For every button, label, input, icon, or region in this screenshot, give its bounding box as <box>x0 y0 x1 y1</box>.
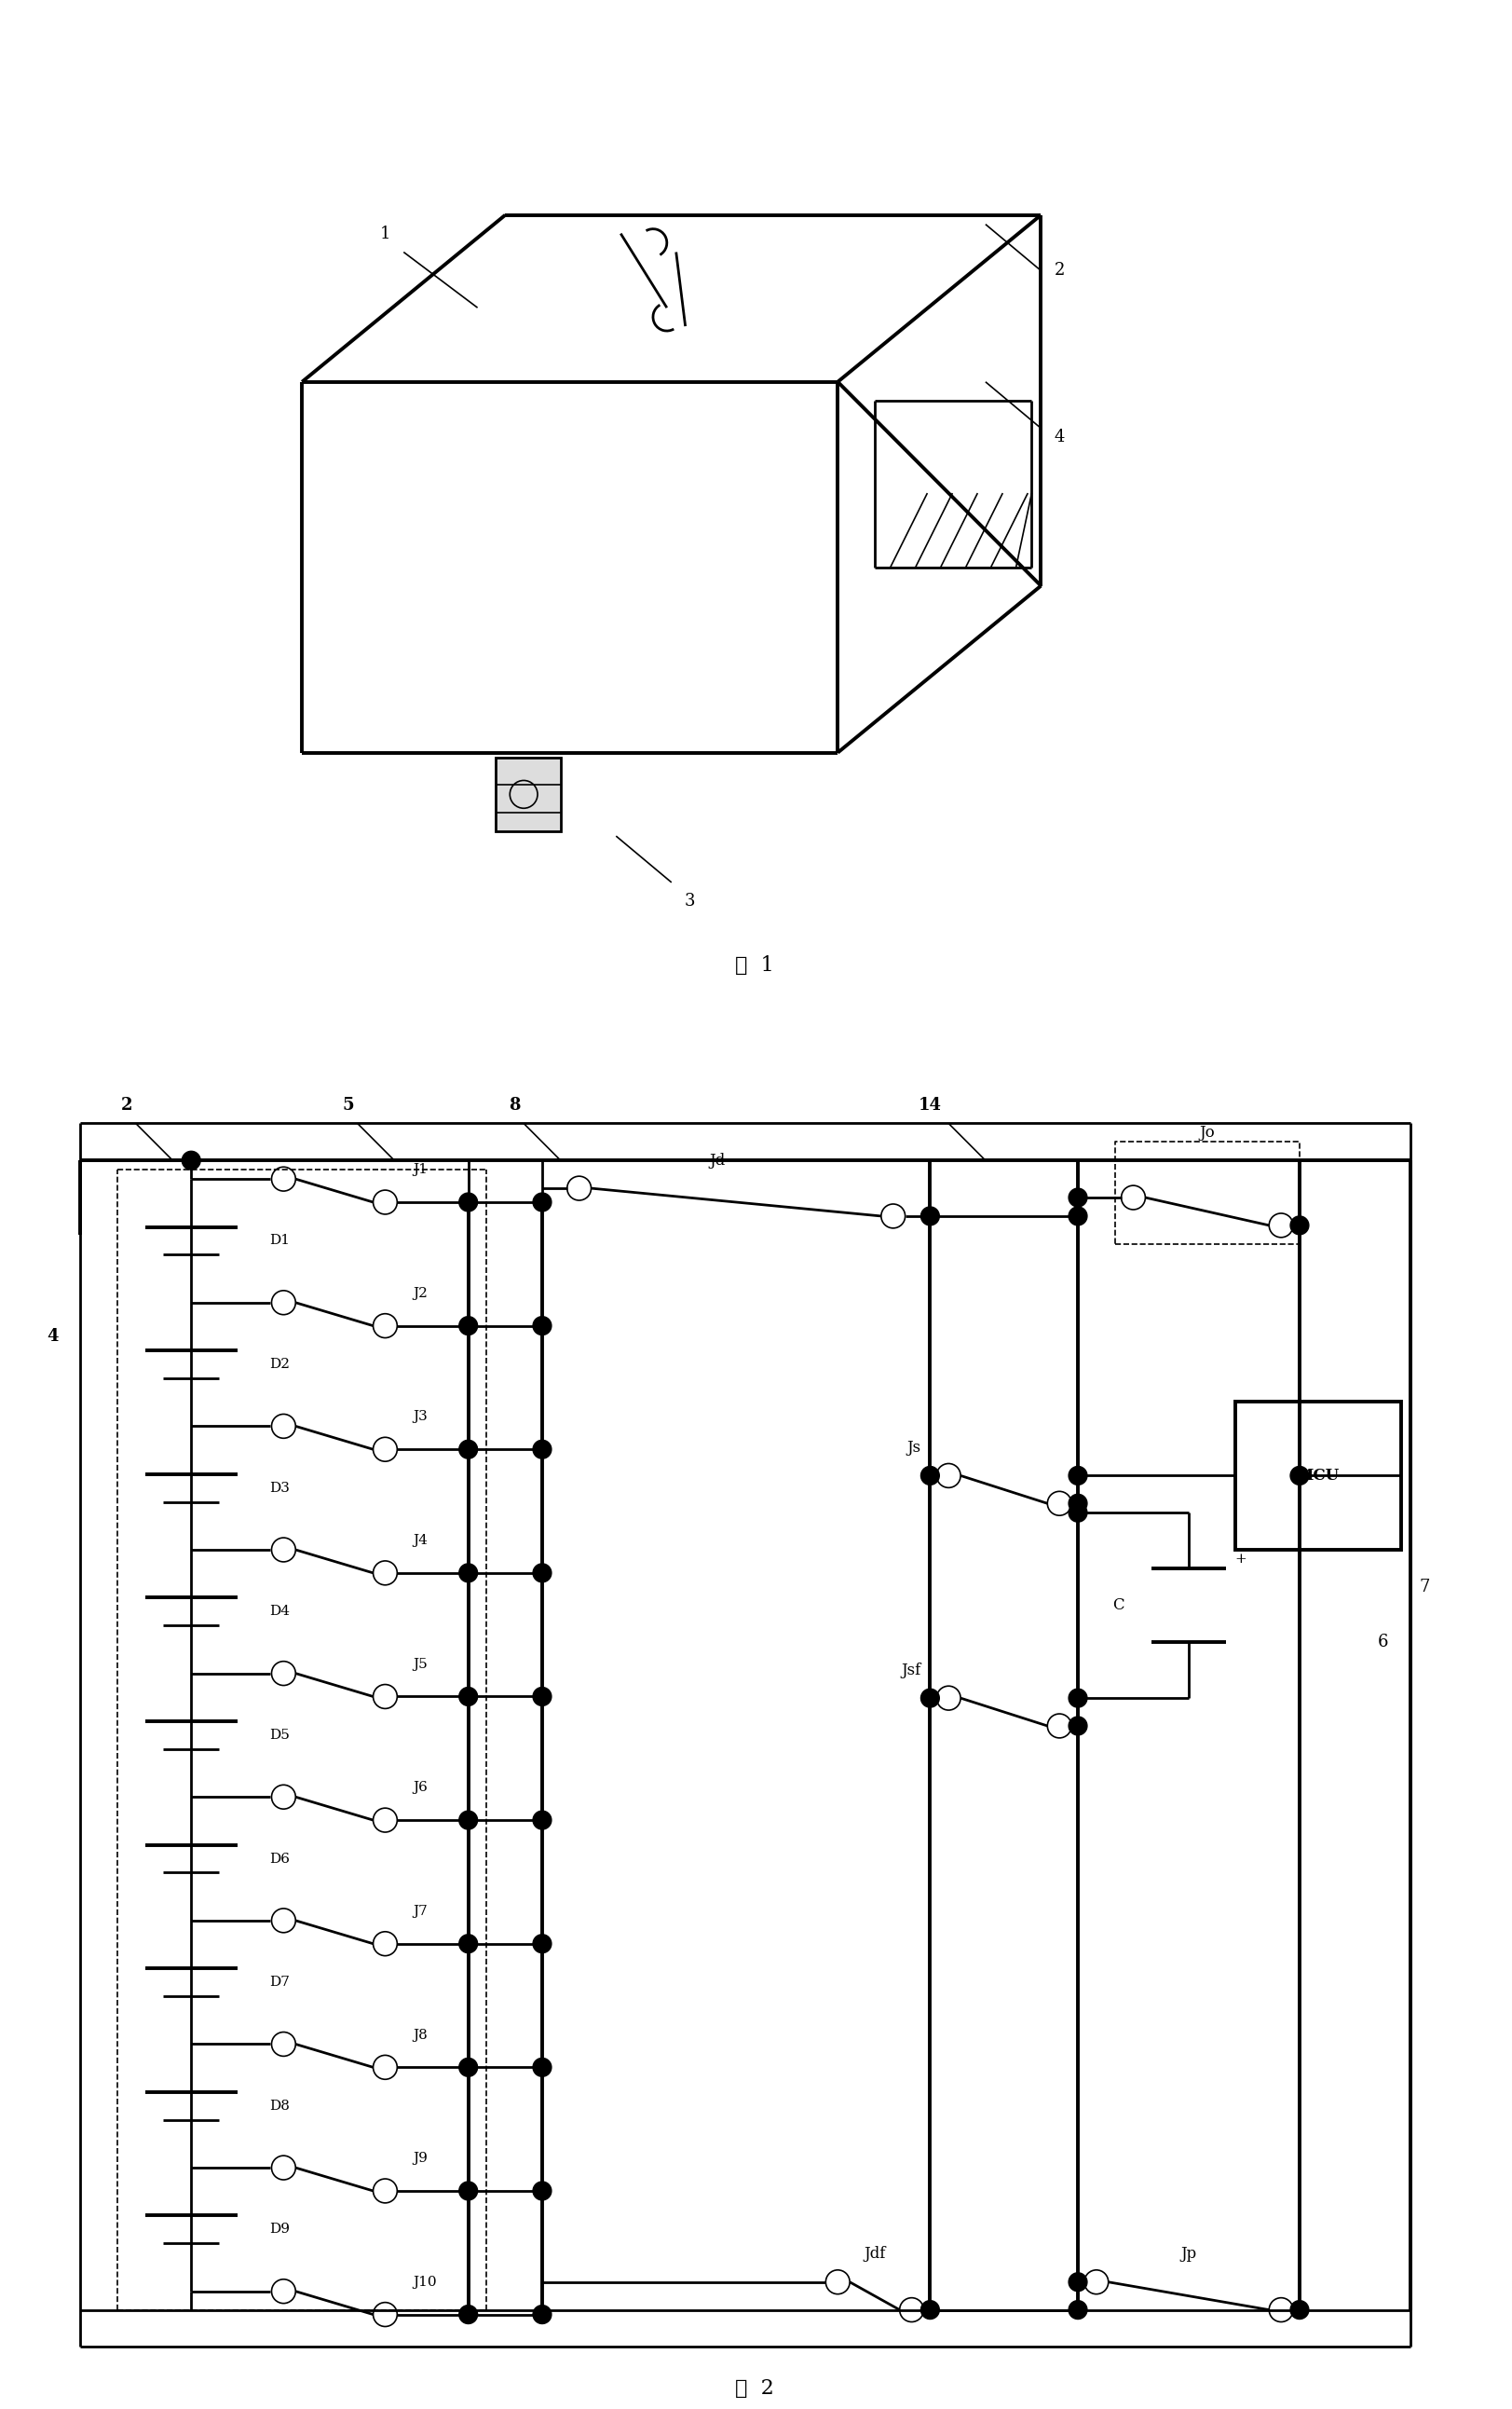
Circle shape <box>532 2305 552 2325</box>
Text: D3: D3 <box>269 1482 290 1494</box>
Text: Jp: Jp <box>1181 2245 1198 2262</box>
Circle shape <box>921 2301 939 2320</box>
Circle shape <box>532 2057 552 2077</box>
Circle shape <box>1069 1494 1087 1513</box>
Text: D5: D5 <box>269 1730 290 1742</box>
Text: J8: J8 <box>413 2028 428 2040</box>
Bar <box>1235 1402 1402 1549</box>
Text: J4: J4 <box>413 1535 428 1547</box>
Circle shape <box>1290 1217 1309 1236</box>
Circle shape <box>460 1192 478 1212</box>
Circle shape <box>532 1812 552 1828</box>
Circle shape <box>460 1812 478 1828</box>
Circle shape <box>921 1689 939 1708</box>
Circle shape <box>460 1441 478 1457</box>
Text: 4: 4 <box>47 1327 59 1344</box>
Text: Jd: Jd <box>709 1152 726 1168</box>
Text: +: + <box>1235 1551 1247 1566</box>
Text: 2: 2 <box>121 1096 133 1113</box>
Circle shape <box>1069 1188 1087 1207</box>
Circle shape <box>1069 2301 1087 2320</box>
Circle shape <box>460 1315 478 1335</box>
Text: Jdf: Jdf <box>863 2245 886 2262</box>
Text: D6: D6 <box>269 1853 290 1865</box>
Circle shape <box>532 1315 552 1335</box>
Circle shape <box>1069 1503 1087 1522</box>
Text: J9: J9 <box>413 2151 428 2166</box>
Circle shape <box>532 2183 552 2199</box>
Text: J1: J1 <box>413 1164 428 1176</box>
Circle shape <box>532 1563 552 1583</box>
Text: J2: J2 <box>413 1286 428 1301</box>
Circle shape <box>1290 2301 1309 2320</box>
Circle shape <box>921 1467 939 1484</box>
Circle shape <box>532 1934 552 1954</box>
Text: MCU: MCU <box>1296 1467 1340 1484</box>
Text: 图  1: 图 1 <box>735 956 774 976</box>
Circle shape <box>460 2183 478 2199</box>
Text: 8: 8 <box>508 1096 520 1113</box>
Text: D7: D7 <box>269 1975 290 1990</box>
Circle shape <box>1069 2272 1087 2291</box>
Text: 6: 6 <box>1377 1633 1388 1650</box>
Text: D9: D9 <box>269 2224 290 2236</box>
Text: 2: 2 <box>1054 263 1064 279</box>
Text: D2: D2 <box>269 1359 290 1371</box>
Text: D8: D8 <box>269 2098 290 2113</box>
Circle shape <box>532 1441 552 1457</box>
Text: J7: J7 <box>413 1906 428 1918</box>
Text: J3: J3 <box>413 1409 428 1424</box>
Text: Jo: Jo <box>1199 1125 1216 1139</box>
Circle shape <box>181 1152 201 1171</box>
Text: J5: J5 <box>413 1657 428 1669</box>
Text: Jsf: Jsf <box>901 1662 921 1679</box>
Circle shape <box>1069 1689 1087 1708</box>
Circle shape <box>460 2305 478 2325</box>
Circle shape <box>921 1207 939 1226</box>
Circle shape <box>532 1192 552 1212</box>
Circle shape <box>460 1563 478 1583</box>
Text: 3: 3 <box>685 894 696 908</box>
Text: D4: D4 <box>269 1604 290 1619</box>
Text: J10: J10 <box>413 2277 437 2289</box>
Circle shape <box>460 1934 478 1954</box>
Circle shape <box>460 2057 478 2077</box>
Circle shape <box>1069 1467 1087 1484</box>
Text: 14: 14 <box>918 1096 942 1113</box>
Text: Js: Js <box>907 1441 921 1455</box>
Text: 图  2: 图 2 <box>735 2378 774 2399</box>
Text: J6: J6 <box>413 1780 428 1795</box>
Text: 5: 5 <box>342 1096 354 1113</box>
Circle shape <box>460 1686 478 1706</box>
Text: 4: 4 <box>1054 429 1064 446</box>
Circle shape <box>532 1686 552 1706</box>
Circle shape <box>1290 1467 1309 1484</box>
Text: 1: 1 <box>380 224 390 241</box>
Circle shape <box>1069 1718 1087 1734</box>
Text: 7: 7 <box>1420 1578 1430 1595</box>
Bar <box>496 756 561 831</box>
Text: D1: D1 <box>269 1233 290 1248</box>
Circle shape <box>1069 1207 1087 1226</box>
Text: C: C <box>1113 1597 1123 1614</box>
